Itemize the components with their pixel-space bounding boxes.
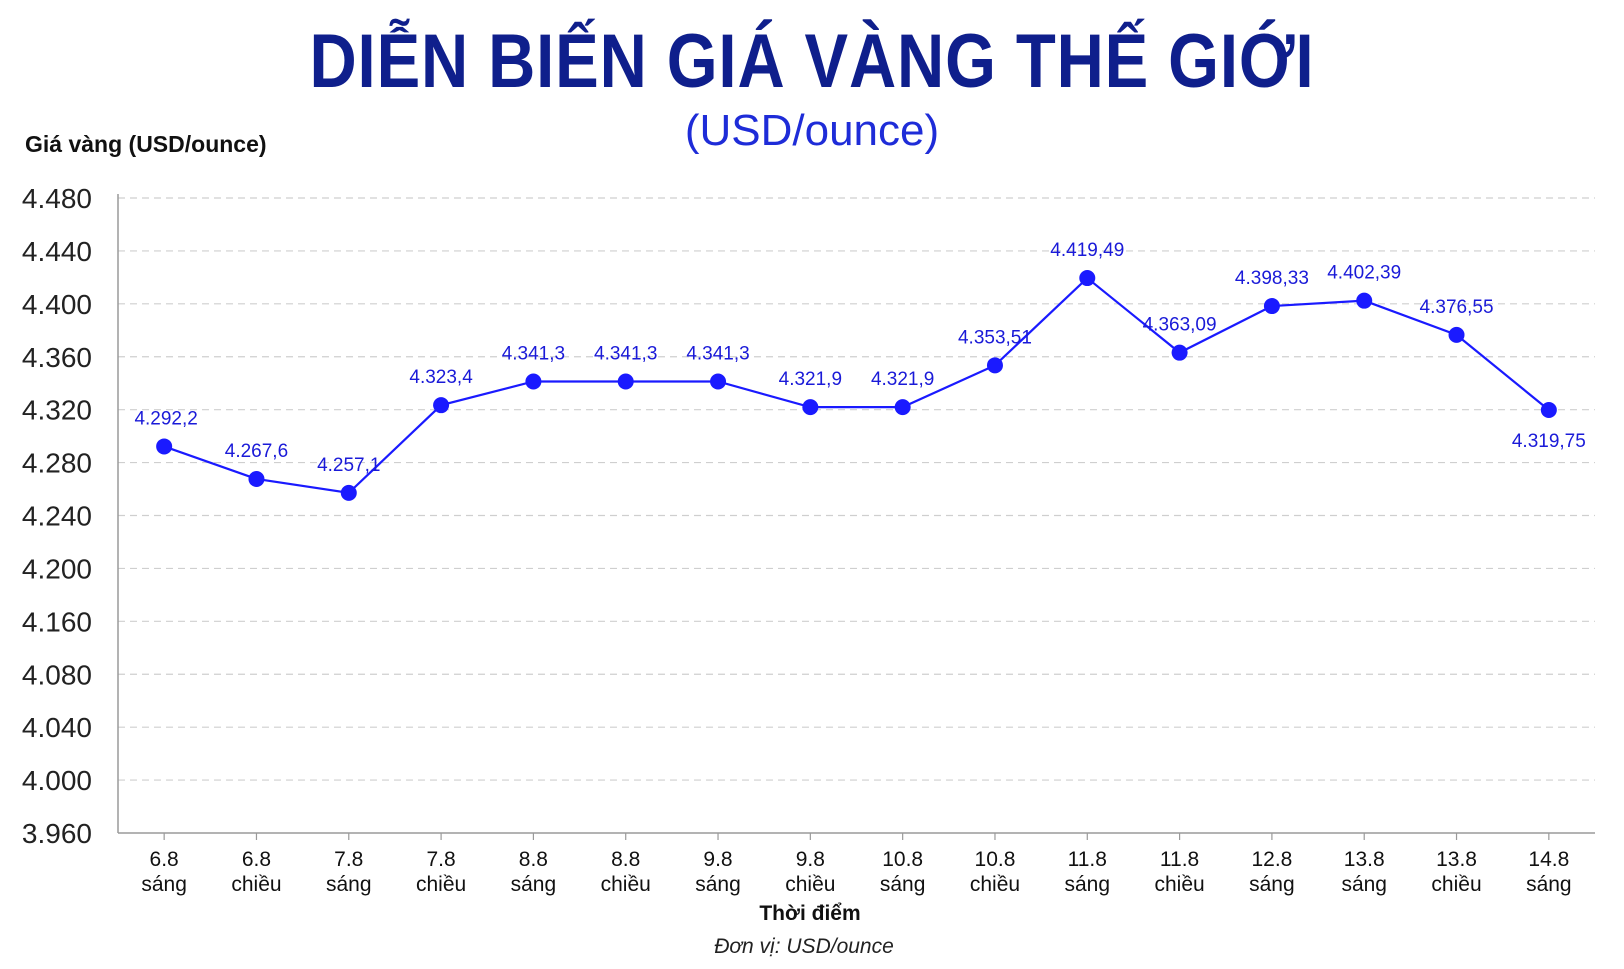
data-point (340, 484, 357, 501)
data-label: 4.321,9 (779, 369, 842, 390)
x-tick-labels: 6.8sáng6.8chiều7.8sáng7.8chiều8.8sáng8.8… (141, 848, 1571, 896)
data-label: 4.323,4 (409, 367, 473, 388)
x-tick-label-date: 10.8 (882, 848, 923, 871)
data-label: 4.321,9 (871, 369, 934, 390)
data-label: 4.341,3 (502, 343, 565, 364)
price-series (156, 270, 1557, 501)
data-point (802, 399, 819, 416)
x-tick-label-session: sáng (880, 873, 926, 896)
y-tick-labels: 4.480 4.440 4.400 4.360 4.320 4.280 4.240 4.200… (22, 183, 92, 849)
x-tick-label-date: 6.8 (150, 848, 179, 871)
data-point (433, 397, 450, 414)
x-tick-label-session: sáng (511, 873, 557, 896)
x-axis-title: Thời điểm (759, 902, 860, 925)
data-label: 4.319,75 (1512, 431, 1586, 452)
chart-subtitle: (USD/ounce) (684, 106, 940, 155)
x-tick-label-session: chiều (231, 873, 281, 896)
y-tick-label: 4.360 (22, 342, 92, 373)
x-tick-label-session: chiều (601, 873, 651, 896)
data-point (1540, 401, 1557, 418)
x-tick-label-date: 7.8 (334, 848, 363, 871)
data-point (894, 399, 911, 416)
y-tick-label: 4.160 (22, 606, 92, 637)
y-tick-label: 4.480 (22, 183, 92, 214)
data-point (1448, 326, 1465, 343)
data-point (1356, 292, 1373, 309)
data-point (248, 470, 265, 487)
x-tick-label-session: chiều (970, 873, 1020, 896)
x-tick-label-session: sáng (1249, 873, 1295, 896)
grid-lines (118, 197, 1595, 781)
series-line (163, 276, 1550, 495)
data-point (156, 438, 173, 455)
x-tick-label-date: 9.8 (796, 848, 825, 871)
x-tick-label-session: sáng (326, 873, 372, 896)
y-tick-label: 4.200 (22, 553, 92, 584)
data-point (986, 357, 1003, 374)
data-point (617, 373, 634, 390)
x-tick-label-date: 12.8 (1251, 848, 1292, 871)
y-tick-label: 3.960 (22, 818, 92, 849)
x-tick-label-date: 13.8 (1436, 848, 1477, 871)
axes (117, 194, 1595, 840)
data-label: 4.341,3 (686, 343, 749, 364)
chart-title: DIỄN BIẾN GIÁ VÀNG THẾ GIỚI (309, 19, 1315, 104)
x-tick-label-session: sáng (695, 873, 741, 896)
x-tick-label-date: 11.8 (1160, 848, 1199, 871)
y-tick-label: 4.440 (22, 236, 92, 267)
data-point (710, 373, 727, 390)
y-tick-label: 4.240 (22, 501, 92, 532)
x-tick-label-session: chiều (1154, 873, 1204, 896)
data-label: 4.292,2 (134, 408, 197, 429)
x-tick-label-date: 8.8 (519, 848, 548, 871)
y-tick-label: 4.280 (22, 448, 92, 479)
data-point (1171, 344, 1188, 361)
data-point (1079, 270, 1096, 287)
data-label: 4.398,33 (1235, 268, 1309, 289)
y-tick-label: 4.040 (22, 712, 92, 743)
data-label: 4.267,6 (225, 441, 288, 462)
x-tick-label-session: sáng (1526, 873, 1572, 896)
x-tick-label-session: chiều (416, 873, 466, 896)
data-label: 4.402,39 (1327, 263, 1401, 284)
x-tick-label-session: chiều (785, 873, 835, 896)
x-tick-label-session: sáng (1341, 873, 1387, 896)
x-tick-label-date: 14.8 (1528, 848, 1569, 871)
x-tick-label-session: sáng (1065, 873, 1111, 896)
data-labels: 4.292,2 4.267,6 4.257,1 4.323,4 4.341,3 4.341… (134, 240, 1585, 476)
data-label: 4.363,09 (1143, 315, 1217, 336)
x-tick-label-date: 9.8 (703, 848, 732, 871)
data-label: 4.257,1 (317, 455, 380, 476)
x-tick-label-date: 10.8 (975, 848, 1016, 871)
y-axis-title: Giá vàng (USD/ounce) (25, 131, 267, 157)
data-label: 4.353,51 (958, 327, 1032, 348)
y-tick-label: 4.400 (22, 289, 92, 320)
y-tick-label: 4.000 (22, 765, 92, 796)
x-tick-label-session: sáng (141, 873, 187, 896)
data-point (525, 373, 542, 390)
data-label: 4.376,55 (1420, 297, 1494, 318)
y-tick-label: 4.320 (22, 395, 92, 426)
y-tick-label: 4.080 (22, 659, 92, 690)
x-tick-label-session: chiều (1431, 873, 1481, 896)
x-tick-label-date: 11.8 (1068, 848, 1107, 871)
data-point (1263, 298, 1280, 315)
x-tick-label-date: 8.8 (611, 848, 640, 871)
x-tick-label-date: 7.8 (426, 848, 455, 871)
data-label: 4.341,3 (594, 343, 657, 364)
x-tick-label-date: 6.8 (242, 848, 271, 871)
data-label: 4.419,49 (1050, 240, 1124, 261)
x-tick-label-date: 13.8 (1344, 848, 1385, 871)
unit-note: Đơn vị: USD/ounce (714, 935, 894, 958)
